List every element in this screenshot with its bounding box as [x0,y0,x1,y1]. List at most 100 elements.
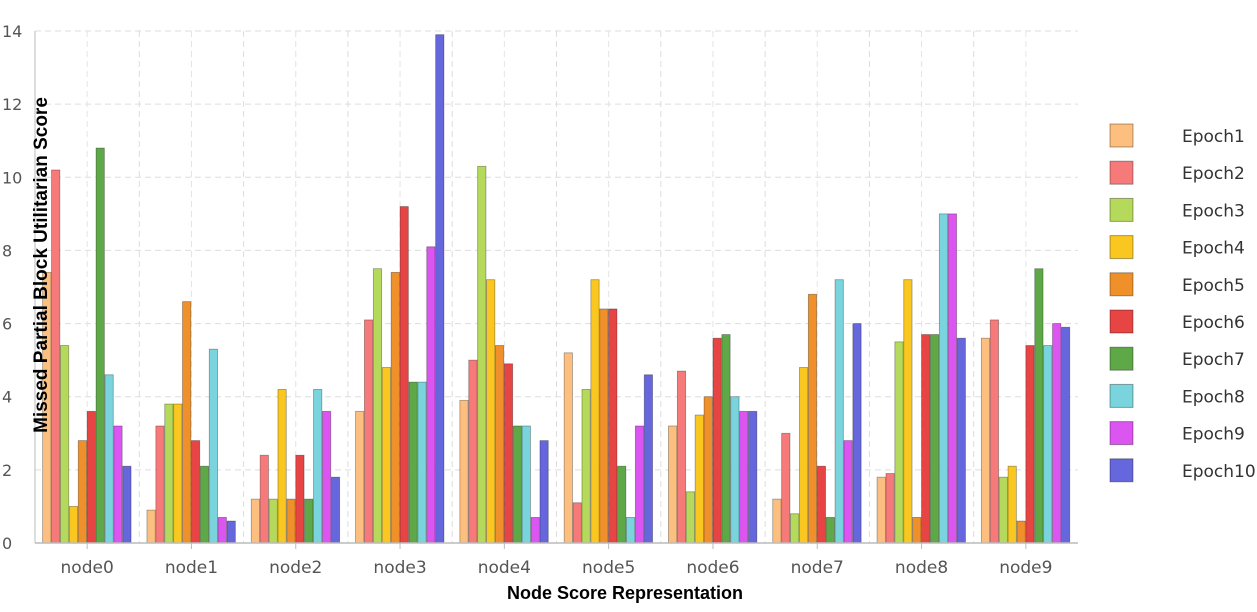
bar-node8-epoch1 [876,476,886,544]
bar-node0-epoch3 [60,345,70,544]
legend-item-epoch3[interactable]: Epoch3 [1109,197,1245,222]
y-axis-title: Missed Partial Block Utilitarian Score [31,97,52,433]
bar-node8-epoch4 [903,279,913,544]
y-tick-label: 8 [2,241,12,260]
legend-swatch [1109,197,1134,222]
bar-node9-epoch5 [1016,520,1026,544]
bar-node7-epoch1 [772,498,782,544]
bar-node5-epoch9 [634,425,645,544]
bar-node9-epoch7 [1034,268,1044,544]
x-axis-title: Node Score Representation [507,583,743,603]
y-tick-label: 12 [2,95,22,114]
legend-label: Epoch10 [1182,462,1256,482]
legend-label: Epoch4 [1182,239,1245,259]
legend-label: Epoch7 [1182,350,1245,370]
bar-node6-epoch6 [712,337,722,544]
bar-node3-epoch9 [426,246,436,544]
bar-node1-epoch8 [208,348,218,544]
legend-item-epoch9[interactable]: Epoch9 [1109,421,1245,446]
x-tick-label-node2: node2 [269,558,322,578]
bar-node3-epoch1 [355,410,365,544]
bar-node7-epoch8 [834,279,844,544]
legend: Epoch1 Epoch2 Epoch3 Epoch4 Epoch5 Epoch6 Epoc… [1109,123,1256,483]
legend-item-epoch7[interactable]: Epoch7 [1109,346,1245,371]
bar-node6-epoch7 [721,334,731,544]
bar-node2-epoch10 [330,476,341,544]
bar-node9-epoch10 [1061,326,1071,544]
bar-node9-epoch4 [1007,465,1017,544]
bar-node9-epoch3 [998,476,1008,544]
bar-node7-epoch5 [807,293,818,544]
bar-node0-epoch9 [113,425,123,544]
bar-node5-epoch4 [590,279,600,544]
bar-node0-epoch6 [86,410,96,544]
legend-swatch [1109,346,1134,371]
bar-node8-epoch2 [885,473,895,544]
x-tick-label-node7: node7 [791,558,844,578]
legend-swatch [1109,123,1134,148]
bar-node9-epoch6 [1025,345,1035,544]
bar-node5-epoch2 [572,502,582,544]
bar-node7-epoch7 [825,517,835,544]
legend-item-epoch1[interactable]: Epoch1 [1109,123,1245,148]
bar-node8-epoch7 [930,334,940,544]
bar-node9-epoch9 [1052,323,1062,544]
legend-swatch [1109,421,1134,446]
bar-node1-epoch9 [217,517,227,544]
legend-label: Epoch1 [1182,127,1245,147]
bar-node7-epoch2 [781,432,791,544]
legend-label: Epoch6 [1182,313,1245,333]
legend-item-epoch10[interactable]: Epoch10 [1109,458,1256,483]
bar-node0-epoch2 [51,169,61,544]
bar-node2-epoch1 [250,498,260,544]
legend-label: Epoch3 [1182,201,1245,221]
legend-label: Epoch5 [1182,276,1245,296]
x-axis-ticks: node0 node1 node2 node3 node4 node5 node6 node7… [61,543,1052,578]
bar-node1-epoch4 [173,403,183,544]
bar-node4-epoch5 [495,345,505,544]
bar-node6-epoch2 [676,370,687,544]
bar-node3-epoch7 [408,381,418,544]
bar-node5-epoch7 [617,465,627,544]
bar-node4-epoch1 [459,399,469,544]
bar-node8-epoch9 [947,213,957,544]
bars [42,34,1071,544]
y-axis-ticks: 0 2 4 6 8 10 12 14 [2,22,22,553]
legend-label: Epoch8 [1182,387,1245,407]
legend-item-epoch2[interactable]: Epoch2 [1109,160,1245,185]
legend-item-epoch4[interactable]: Epoch4 [1109,235,1245,260]
y-tick-label: 10 [2,168,22,187]
bar-node7-epoch3 [790,513,800,544]
bar-node4-epoch7 [512,425,522,544]
bar-node3-epoch2 [364,319,374,544]
legend-item-epoch5[interactable]: Epoch5 [1109,272,1245,297]
bar-node4-epoch3 [477,165,487,544]
legend-swatch [1109,383,1134,408]
bar-node3-epoch10 [435,34,445,544]
y-tick-label: 4 [2,388,12,407]
bar-node2-epoch3 [268,498,278,544]
bar-node0-epoch10 [122,465,132,544]
bar-node4-epoch8 [521,425,531,544]
bar-node1-epoch5 [182,301,192,544]
x-tick-label-node8: node8 [895,558,948,578]
bar-node6-epoch8 [730,396,740,544]
legend-label: Epoch9 [1182,425,1245,445]
bar-node1-epoch1 [146,509,156,544]
bar-node3-epoch5 [390,271,400,544]
bar-node1-epoch10 [226,520,236,544]
bar-node3-epoch3 [372,268,383,544]
bar-node4-epoch4 [486,279,496,544]
bar-node3-epoch8 [417,381,427,544]
y-tick-label: 6 [2,315,12,334]
legend-swatch [1109,272,1134,297]
bar-node0-epoch7 [95,147,105,544]
legend-item-epoch8[interactable]: Epoch8 [1109,383,1245,408]
bar-node4-epoch9 [530,517,540,544]
legend-item-epoch6[interactable]: Epoch6 [1109,309,1245,334]
bar-node1-epoch3 [164,403,174,544]
bar-node7-epoch6 [816,465,826,544]
x-tick-label-node6: node6 [686,558,739,578]
bar-node9-epoch8 [1043,345,1053,544]
bar-node3-epoch4 [381,367,391,544]
